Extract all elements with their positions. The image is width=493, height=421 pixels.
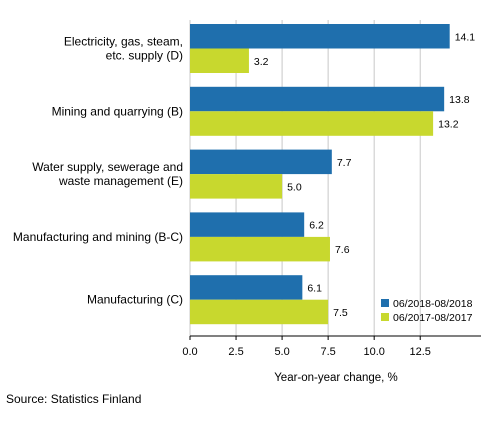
bar-s2-c1 — [190, 48, 249, 73]
x-tick-label-0: 0.0 — [182, 346, 197, 358]
category-label-4: Manufacturing and mining (B-C) — [13, 230, 183, 244]
data-label-s2-c4: 7.6 — [335, 244, 350, 256]
data-label-s1-c4: 6.2 — [309, 220, 324, 232]
bar-s1-c4 — [190, 212, 305, 237]
category-label-3-line-2: waste management (E) — [58, 174, 183, 188]
legend-label-2: 06/2017-08/2017 — [393, 312, 473, 324]
legend-swatch-1 — [381, 299, 389, 307]
legend-swatch-2 — [381, 313, 389, 321]
x-axis-title: Year-on-year change, % — [274, 372, 398, 384]
data-label-s2-c3: 5.0 — [287, 181, 302, 193]
x-axis: 0.0 2.5 5.0 7.5 10.0 12.5 — [182, 335, 481, 358]
category-label-1-line-1: Electricity, gas, steam, — [64, 35, 183, 49]
source-note: Source: Statistics Finland — [6, 392, 141, 406]
data-label-s2-c1: 3.2 — [254, 56, 269, 68]
x-tick-label-4: 10.0 — [363, 346, 384, 358]
x-tick-label-3: 7.5 — [320, 346, 335, 358]
data-label-s2-c5: 7.5 — [333, 307, 348, 319]
bars — [190, 24, 450, 325]
labels: 14.1 3.2 Electricity, gas, steam,etc. supp… — [13, 31, 475, 319]
bar-s2-c3 — [190, 174, 283, 199]
legend: 06/2018-08/2018 06/2017-08/2017 — [381, 298, 473, 324]
data-label-s1-c3: 7.7 — [337, 157, 352, 169]
data-label-s2-c2: 13.2 — [438, 119, 459, 131]
x-tick-label-2: 5.0 — [274, 346, 289, 358]
category-label-3-line-1: Water supply, sewerage and — [32, 160, 183, 174]
data-label-s1-c1: 14.1 — [455, 31, 476, 43]
category-label-5: Manufacturing (C) — [87, 293, 183, 307]
bar-s2-c4 — [190, 236, 330, 262]
legend-label-1: 06/2018-08/2018 — [393, 298, 473, 310]
bar-s2-c5 — [190, 299, 329, 325]
bar-s1-c5 — [190, 275, 303, 300]
data-label-s1-c5: 6.1 — [307, 282, 322, 294]
x-tick-label-1: 2.5 — [228, 346, 243, 358]
bar-s2-c2 — [190, 111, 434, 136]
bar-s1-c2 — [190, 86, 445, 112]
bar-s1-c3 — [190, 149, 332, 175]
bar-s1-c1 — [190, 24, 450, 49]
category-label-1-line-2: etc. supply (D) — [106, 49, 183, 63]
category-label-2: Mining and quarrying (B) — [52, 104, 183, 118]
x-tick-label-5: 12.5 — [410, 346, 431, 358]
data-label-s1-c2: 13.8 — [449, 94, 470, 106]
